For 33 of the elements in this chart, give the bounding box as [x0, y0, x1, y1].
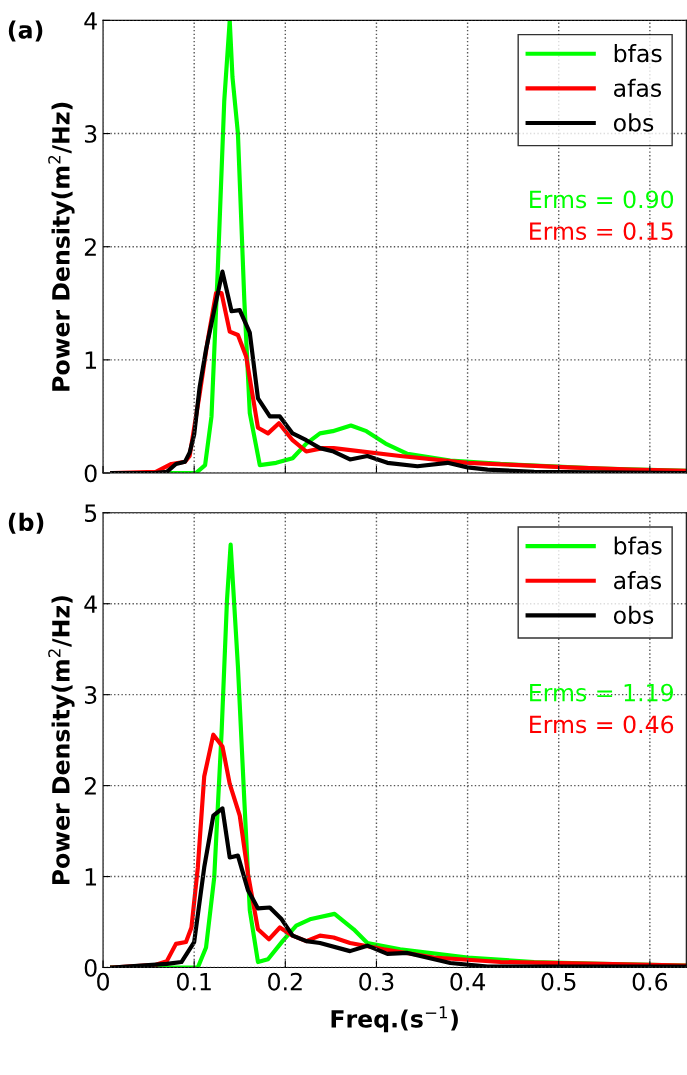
x-tick-label: 0.3 — [359, 972, 394, 991]
y-tick-label: 2 — [84, 238, 96, 256]
x-tick-label: 0.4 — [450, 972, 486, 991]
y-tick-label: 3 — [84, 125, 97, 143]
legend-label: obs — [613, 113, 654, 132]
y-tick-label: 5 — [84, 504, 97, 523]
legend-label: afas — [614, 78, 662, 97]
y-tick-label: 4 — [84, 595, 97, 613]
annotation: Erms = 0.90 — [530, 190, 674, 209]
y-axis-title: Power Density(m$^{2}$/Hz) — [48, 102, 75, 391]
y-tick-label: 2 — [84, 777, 96, 795]
y-axis-title: Power Density(m$^{2}$/Hz) — [48, 596, 75, 885]
x-axis-title: Freq.(s$^{−1}$) — [331, 1006, 458, 1033]
y-tick-label: 0 — [84, 958, 97, 977]
y-tick-label: 1 — [85, 351, 97, 369]
x-tick-label: 0.2 — [268, 972, 302, 991]
legend-label: obs — [613, 605, 654, 624]
legend-label: bfas — [614, 536, 662, 555]
legend-label: afas — [614, 571, 662, 590]
annotation: Erms = 0.15 — [530, 222, 673, 240]
chart-title: (a) — [8, 20, 43, 42]
y-tick-label: 3 — [84, 686, 97, 704]
chart-title: (b) — [8, 512, 44, 534]
annotation: Erms = 0.46 — [530, 715, 674, 734]
annotation: Erms = 1.19 — [530, 683, 673, 702]
legend-label: bfas — [614, 44, 662, 63]
x-tick-label: 0.5 — [541, 972, 576, 991]
x-tick-label: 0.1 — [176, 972, 211, 991]
y-tick-label: 0 — [84, 464, 97, 483]
x-tick-label: 0 — [97, 972, 109, 991]
y-tick-label: 1 — [85, 868, 97, 886]
x-tick-label: 0.6 — [632, 972, 668, 991]
y-tick-label: 4 — [84, 12, 97, 30]
